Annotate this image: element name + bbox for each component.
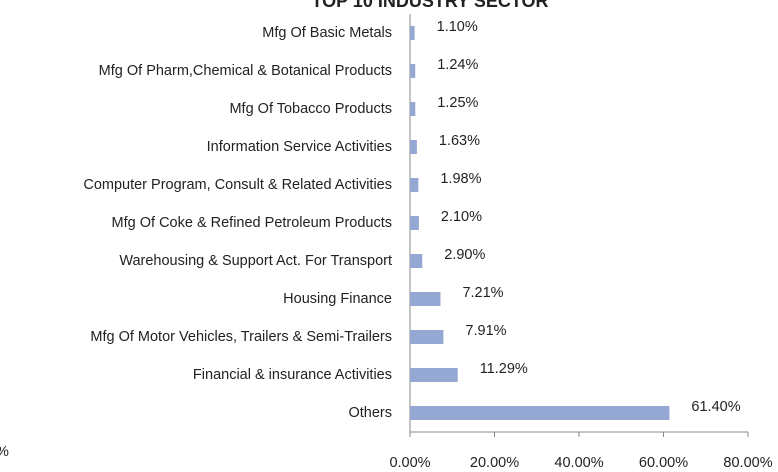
bar [410,216,419,230]
data-label: 1.98% [440,171,481,187]
data-label: 2.10% [441,209,482,225]
bar [410,64,416,78]
data-label: 2.90% [444,247,485,263]
y-tick-label: Mfg Of Tobacco Products [229,101,392,117]
bar [410,254,423,268]
bar [410,330,444,344]
y-tick-label: Mfg Of Basic Metals [262,25,392,41]
y-tick-label: Computer Program, Consult & Related Acti… [83,177,392,193]
bar [410,368,458,382]
data-label: 11.29% [480,361,528,377]
data-label: 1.24% [437,57,478,73]
annotation: % [0,444,9,460]
bar [410,140,417,154]
bar [410,178,419,192]
y-tick-label: Mfg Of Motor Vehicles, Trailers & Semi-T… [90,329,392,345]
y-tick-label: Warehousing & Support Act. For Transport [119,253,392,269]
data-label: 7.21% [462,285,503,301]
data-label: 1.25% [437,95,478,111]
y-tick-label: Mfg Of Pharm,Chemical & Botanical Produc… [99,63,392,79]
data-label: 1.63% [439,133,480,149]
x-tick-label: 80.00% [723,455,772,471]
data-label: 1.10% [437,19,478,35]
y-tick-label: Financial & insurance Activities [193,367,392,383]
bar [410,406,670,420]
data-label: 7.91% [465,323,506,339]
y-tick-label: Housing Finance [283,291,392,307]
x-tick-label: 60.00% [639,455,688,471]
data-label: 61.40% [691,399,740,415]
y-tick-label: Others [348,405,392,421]
chart-title: TOP 10 INDUSTRY SECTOR [311,0,548,11]
bar [410,292,441,306]
x-tick-label: 40.00% [554,455,603,471]
y-tick-label: Information Service Activities [207,139,392,155]
bar [410,26,415,40]
x-tick-label: 20.00% [470,455,519,471]
x-tick-label: 0.00% [389,455,430,471]
bar [410,102,416,116]
y-tick-label: Mfg Of Coke & Refined Petroleum Products [112,215,392,231]
